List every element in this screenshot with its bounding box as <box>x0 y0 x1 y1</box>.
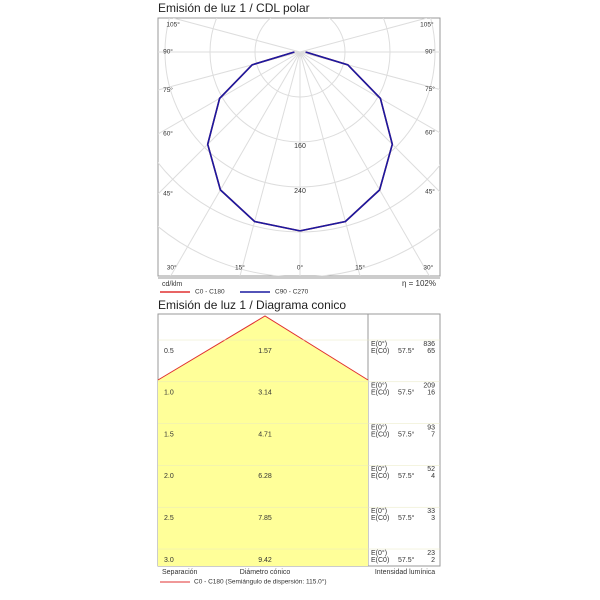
angle-label: 45° <box>425 188 435 196</box>
ec0-value: 3 <box>431 515 435 522</box>
e-label: E(0°) <box>371 507 387 515</box>
angle-label: 90° <box>425 48 435 56</box>
intensity-label: Intensidad lumínica <box>375 569 435 576</box>
efficiency: η = 102% <box>402 279 436 288</box>
polar-ray <box>158 51 301 195</box>
diameter: 4.71 <box>258 431 272 438</box>
angle-label: 0° <box>297 264 304 272</box>
separation: 2.5 <box>164 515 174 522</box>
cone-title: Emisión de luz 1 / Diagrama conico <box>158 298 346 312</box>
polar-ray <box>299 51 440 134</box>
polar-ray <box>299 51 361 276</box>
diameter: 7.85 <box>258 515 272 522</box>
polar-ray <box>239 51 301 276</box>
angle-label: 45° <box>163 190 173 198</box>
angle: 57.5° <box>398 389 415 397</box>
angle-label: 60° <box>163 130 173 138</box>
e-label: E(C0) <box>371 431 389 438</box>
diameter: 9.42 <box>258 557 272 564</box>
angle: 57.5° <box>398 347 415 355</box>
angle: 57.5° <box>398 514 415 522</box>
separation: 3.0 <box>164 557 174 564</box>
polar-ray <box>299 18 428 53</box>
e-label: E(C0) <box>371 557 389 564</box>
e-label: E(0°) <box>371 465 387 473</box>
e0-value: 836 <box>423 341 435 348</box>
polar-title: Emisión de luz 1 / CDL polar <box>158 1 310 15</box>
e-label: E(0°) <box>371 423 387 431</box>
ec0-value: 16 <box>427 390 435 397</box>
e-label: E(C0) <box>371 515 389 522</box>
angle-label: 75° <box>425 85 435 93</box>
angle-label: 30° <box>423 264 433 272</box>
e0-value: 33 <box>427 508 435 515</box>
angle-label: 60° <box>425 129 435 137</box>
e0-value: 93 <box>427 424 435 431</box>
cone-edge <box>157 315 369 381</box>
separation: 2.0 <box>164 473 174 480</box>
polar-ray <box>299 51 440 193</box>
angle-label: 105° <box>420 21 434 29</box>
ec0-value: 7 <box>431 431 435 438</box>
ring-label: 160 <box>294 143 306 150</box>
polar-ray <box>158 51 301 135</box>
polar-plot <box>158 18 440 276</box>
cone-plot <box>157 315 440 566</box>
polar-ray <box>170 51 301 276</box>
angle-label: 75° <box>163 86 173 94</box>
separation: 0.5 <box>164 348 174 355</box>
polar-curve <box>206 51 301 232</box>
ec0-value: 2 <box>431 557 435 564</box>
diameter: 3.14 <box>258 390 272 397</box>
e-label: E(C0) <box>371 348 389 355</box>
e-label: E(0°) <box>371 382 387 390</box>
e0-value: 23 <box>427 550 435 557</box>
angle: 57.5° <box>398 472 415 480</box>
angle-label: 15° <box>355 264 365 272</box>
ring-label: 240 <box>294 188 306 195</box>
e-label: E(C0) <box>371 473 389 480</box>
ec0-value: 65 <box>427 348 435 355</box>
diameter: 1.57 <box>258 348 272 355</box>
legend-label: C0 - C180 (Semiángulo de dispersión: 115… <box>194 578 327 586</box>
angle-label: 15° <box>235 264 245 272</box>
polar-curve <box>299 51 394 232</box>
cone-area <box>158 316 368 566</box>
separation: 1.0 <box>164 390 174 397</box>
angle: 57.5° <box>398 556 415 564</box>
angle: 57.5° <box>398 430 415 438</box>
unit: cd/klm <box>162 281 182 288</box>
diameter: 6.28 <box>258 473 272 480</box>
diameter-label: Diámetro cónico <box>240 569 291 576</box>
polar-ray <box>299 51 440 90</box>
e-label: E(0°) <box>371 549 387 557</box>
polar-ray <box>299 51 430 276</box>
polar-ray <box>172 18 301 53</box>
angle-label: 105° <box>166 21 180 29</box>
e0-value: 209 <box>423 383 435 390</box>
polar-ray <box>158 51 301 91</box>
e-label: E(C0) <box>371 390 389 397</box>
polar-frame <box>157 17 441 277</box>
x-label: Separación <box>162 569 198 576</box>
angle-label: 30° <box>167 264 177 272</box>
ec0-value: 4 <box>431 473 435 480</box>
e0-value: 52 <box>427 466 435 473</box>
legend-label: C0 - C180 <box>195 289 225 296</box>
separation: 1.5 <box>164 431 174 438</box>
angle-label: 90° <box>163 48 173 56</box>
e-label: E(0°) <box>371 340 387 348</box>
legend-label: C90 - C270 <box>275 289 309 296</box>
